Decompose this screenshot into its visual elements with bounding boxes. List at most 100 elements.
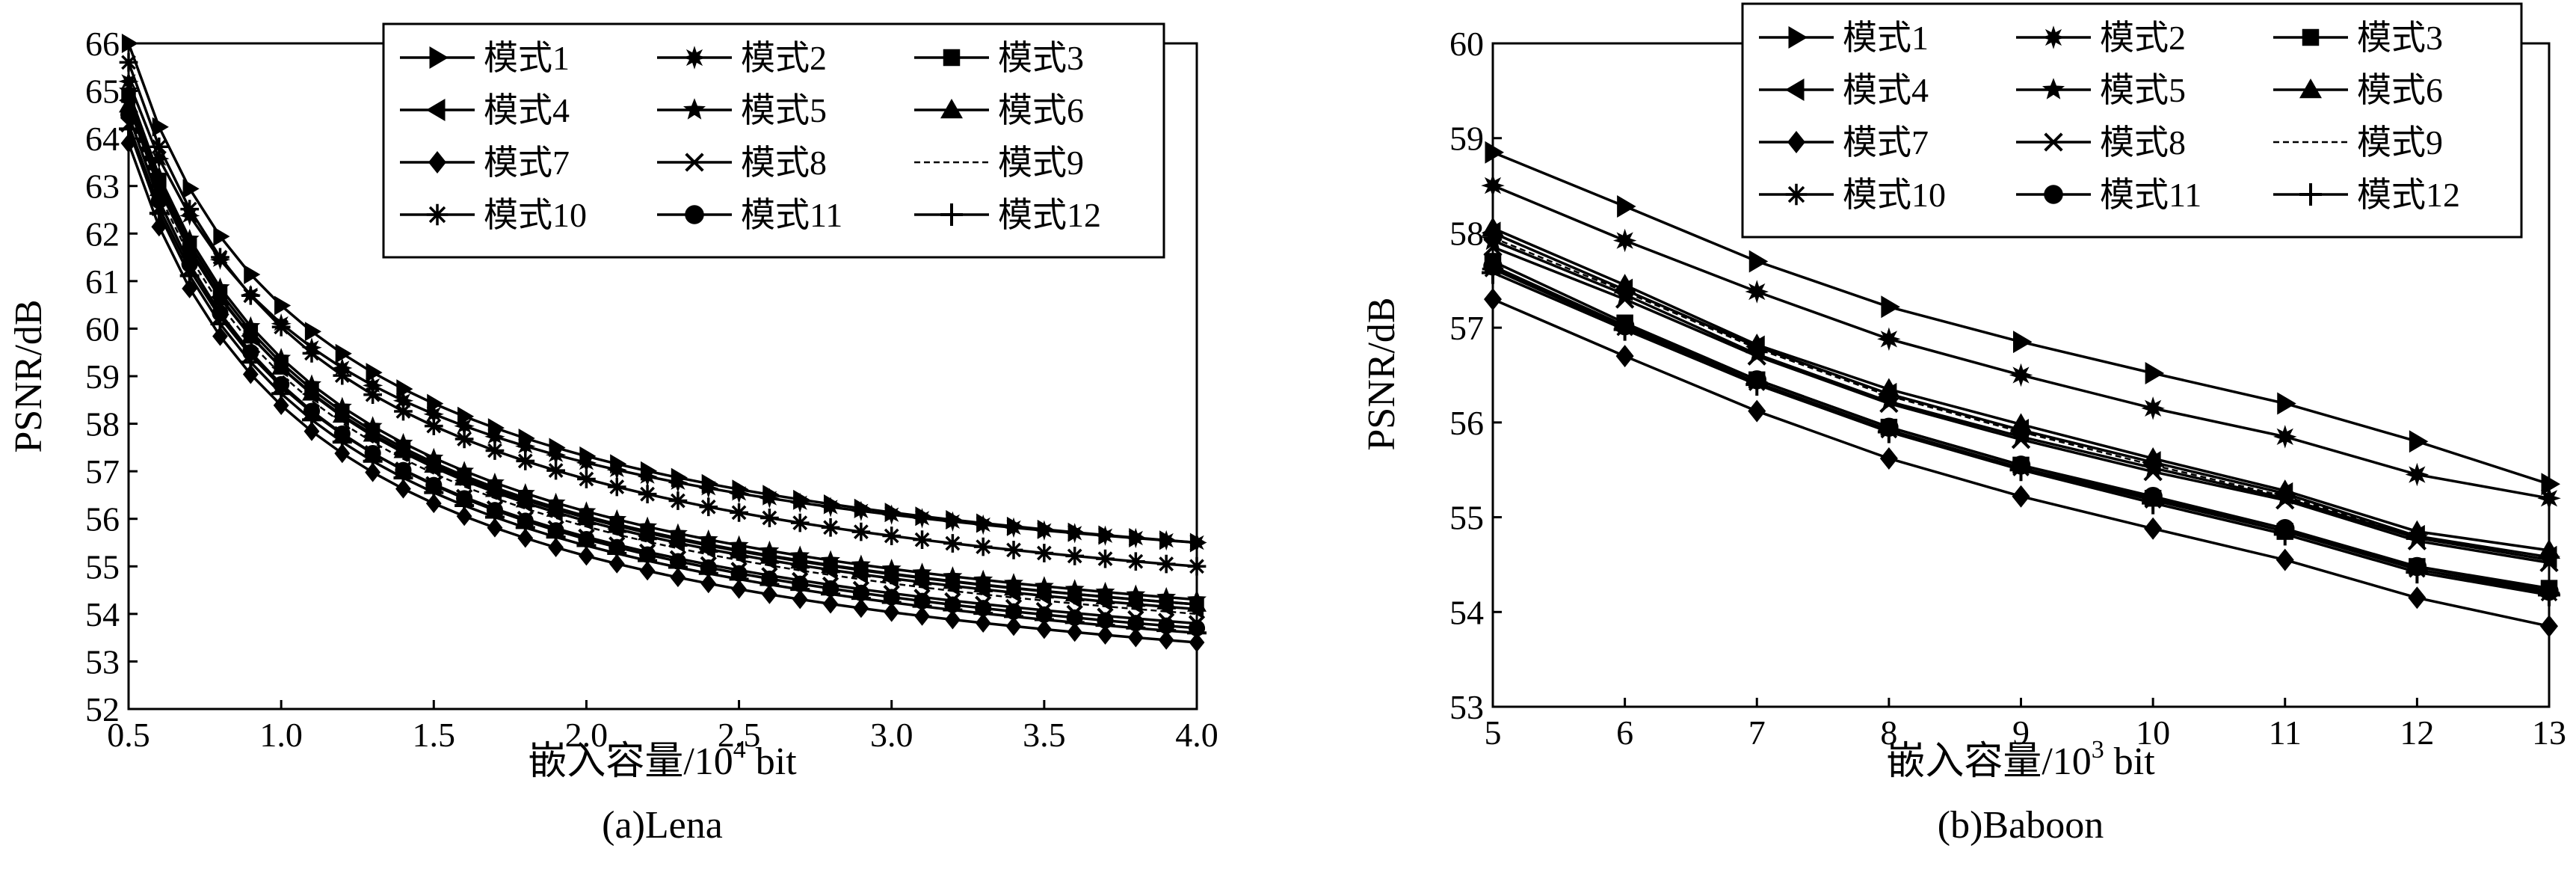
series-point (455, 468, 475, 486)
series-point (577, 470, 596, 488)
series-point (2142, 447, 2165, 467)
series-point (455, 495, 475, 515)
x-axis-label-unit: bit (746, 740, 797, 783)
x-tick-label: 2.5 (718, 716, 761, 754)
legend-item: 模式12 (2273, 176, 2460, 214)
series-point (698, 535, 718, 553)
series-point (487, 518, 503, 538)
series-line (1492, 236, 2550, 559)
x-axis-label: 嵌入容量/104 bit (528, 736, 797, 783)
series-point (2273, 425, 2297, 449)
series-point (2144, 517, 2163, 540)
series-point (2277, 392, 2296, 415)
series-point (607, 515, 627, 533)
legend-label: 模式7 (484, 144, 570, 182)
legend-swatch-marker (2302, 28, 2320, 46)
series-point (149, 203, 169, 224)
legend-label: 模式3 (998, 39, 1084, 77)
series-point (1035, 544, 1054, 562)
legend-item: 模式4 (1759, 71, 1929, 109)
series-point (2013, 331, 2033, 354)
series-point (576, 535, 597, 556)
legend-label: 模式4 (1843, 71, 1929, 109)
y-tick-label: 63 (85, 168, 120, 206)
series-point (548, 537, 564, 557)
series-line (127, 109, 1198, 616)
x-axis-label-exponent: 4 (733, 736, 746, 764)
legend-box (1741, 2, 2523, 239)
series-模式12 (1482, 261, 2560, 607)
series-point (2141, 396, 2165, 420)
series-point (2538, 538, 2560, 559)
series-point (698, 563, 718, 583)
series-point (2012, 485, 2030, 508)
series-point (760, 509, 779, 527)
series-模式7 (1484, 288, 2558, 638)
series-模式1 (1485, 141, 2560, 496)
y-tick-label: 55 (1449, 499, 1484, 537)
y-tick-label: 60 (1449, 25, 1484, 63)
series-point (730, 503, 748, 522)
series-point (424, 417, 443, 435)
y-tick-label: 56 (85, 500, 120, 538)
series-point (579, 546, 594, 566)
x-axis-label-main: 嵌入容量/10 (528, 740, 733, 783)
series-point (152, 117, 169, 137)
y-tick-label: 54 (85, 595, 120, 633)
x-axis-label: 嵌入容量/103 bit (1886, 736, 2155, 783)
legend-item: 模式4 (400, 91, 570, 129)
series-模式2 (118, 71, 1207, 553)
series-point (973, 575, 993, 592)
series-point (2273, 523, 2296, 546)
series-point (638, 550, 658, 571)
series-point (668, 530, 688, 547)
series-point (1617, 194, 1636, 218)
series-point (973, 514, 993, 535)
series-point (1187, 595, 1207, 612)
series-point (2009, 425, 2033, 446)
series-point (1615, 345, 1634, 368)
series-point (396, 379, 413, 399)
legend-label: 模式1 (1843, 19, 1929, 57)
series-point (120, 106, 138, 123)
y-tick-label: 59 (85, 357, 120, 396)
series-point (545, 444, 567, 465)
x-axis-label-unit: bit (2104, 740, 2155, 783)
x-tick-label: 2.0 (565, 716, 608, 754)
series-point (1483, 237, 1503, 257)
series-point (427, 393, 444, 414)
series-point (2408, 586, 2426, 610)
series-point (943, 600, 963, 620)
series-point (668, 472, 688, 493)
chart-caption: (b)Baboon (1938, 804, 2104, 847)
series-模式7 (120, 133, 1205, 652)
x-tick-label: 3.0 (870, 716, 913, 754)
series-point (1034, 520, 1055, 541)
series-point (119, 119, 138, 139)
legend-swatch-marker (2044, 132, 2063, 152)
legend-swatch-marker (1788, 26, 1808, 49)
legend-label: 模式5 (741, 91, 827, 129)
series-point (731, 579, 747, 599)
legend-swatch-marker (2042, 25, 2065, 49)
series-point (332, 432, 352, 452)
legend-item: 模式12 (914, 196, 1101, 234)
legend-item: 模式11 (2016, 176, 2201, 214)
series-point (2537, 486, 2561, 510)
y-tick-label: 59 (1449, 120, 1484, 158)
series-point (516, 452, 535, 470)
legend-label: 模式2 (741, 39, 827, 77)
series-point (2009, 413, 2033, 433)
y-tick-label: 66 (85, 25, 120, 63)
series-模式9 (1492, 236, 2550, 559)
series-point (668, 557, 688, 577)
legend-label: 模式3 (2357, 19, 2443, 57)
legend-item: 模式6 (914, 91, 1084, 129)
series-point (485, 441, 505, 460)
series-point (698, 478, 719, 499)
series-point (365, 462, 381, 482)
series-模式9 (127, 109, 1198, 616)
legend-swatch-marker (2299, 79, 2322, 99)
